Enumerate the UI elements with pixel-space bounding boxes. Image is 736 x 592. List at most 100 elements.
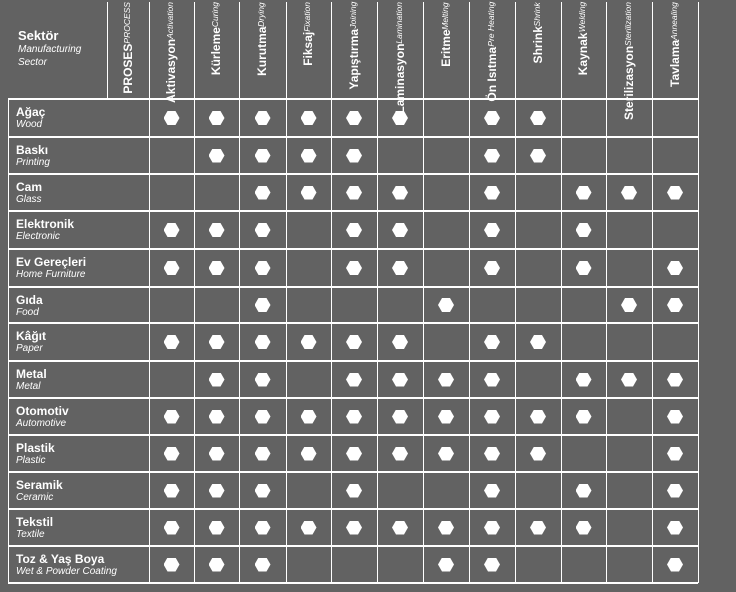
hexagon-icon	[254, 111, 271, 125]
row-header-tr: Ağaç	[16, 105, 46, 119]
grid-vline	[469, 2, 470, 583]
hexagon-icon	[208, 483, 225, 498]
hexagon-icon	[392, 372, 408, 387]
hexagon-icon	[484, 111, 500, 125]
row-header-en: Printing	[16, 157, 50, 168]
column-header-en: Curing	[210, 2, 220, 28]
hexagon-icon	[208, 372, 225, 387]
hexagon-icon	[346, 520, 362, 535]
row-header: Gıda Food	[16, 293, 43, 319]
hexagon-icon	[254, 520, 271, 535]
grid-hline	[8, 434, 698, 436]
hexagon-icon	[667, 483, 683, 498]
hexagon-icon	[484, 372, 500, 387]
hexagon-icon	[254, 372, 271, 387]
row-header-tr: Otomotiv	[16, 404, 69, 418]
hexagon-icon	[484, 483, 500, 498]
row-header-tr: Plastik	[16, 441, 55, 455]
hexagon-icon	[208, 520, 225, 535]
grid-vline	[194, 2, 195, 583]
hexagon-icon	[392, 446, 408, 461]
row-header-tr: Elektronik	[16, 217, 75, 231]
column-header-tr: Kaynak	[576, 32, 590, 76]
row-header: Otomotiv Automotive	[16, 404, 69, 430]
hexagon-icon	[484, 223, 500, 237]
hexagon-icon	[575, 409, 592, 424]
hexagon-icon	[484, 557, 500, 572]
row-header: Tekstil Textile	[16, 515, 53, 541]
row-header-tr: Metal	[16, 367, 47, 381]
hexagon-icon	[484, 335, 500, 349]
column-header-tr: Ön Isıtma	[484, 46, 499, 102]
hexagon-icon	[346, 261, 362, 275]
column-header-tr: Kurutma	[255, 26, 269, 76]
hexagon-icon	[484, 446, 500, 461]
grid-hline	[8, 173, 698, 175]
hexagon-icon	[163, 335, 180, 349]
hexagon-icon	[392, 261, 408, 275]
hexagon-icon	[621, 372, 637, 387]
row-header-en: Wood	[16, 119, 43, 130]
hexagon-icon	[667, 185, 683, 200]
row-header-en: Metal	[16, 381, 41, 392]
hexagon-icon	[254, 298, 271, 312]
column-header: Sterilizasyon Sterilization	[606, 2, 652, 120]
row-header: Baskı Printing	[16, 143, 50, 169]
row-header-tr: Cam	[16, 180, 43, 194]
hexagon-icon	[575, 223, 592, 237]
grid-vline	[377, 2, 378, 583]
row-header: Ev Gereçleri Home Furniture	[16, 255, 86, 281]
column-header-en: Melting	[439, 2, 450, 30]
hexagon-icon	[392, 520, 408, 535]
grid-hline	[8, 98, 698, 100]
hexagon-icon	[208, 409, 225, 424]
hexagon-icon	[575, 483, 592, 498]
hexagon-icon	[208, 335, 225, 349]
hexagon-icon	[254, 409, 271, 424]
column-header: Yapıştırma Joining	[331, 2, 377, 96]
row-header-en: Electronic	[16, 231, 60, 242]
hexagon-icon	[346, 483, 362, 498]
hexagon-icon	[346, 372, 362, 387]
column-header-tr: Shrink	[530, 26, 545, 64]
row-header-en: Wet & Powder Coating	[16, 566, 117, 577]
row-header: Cam Glass	[16, 180, 42, 206]
row-header: Elektronik Electronic	[16, 217, 74, 243]
hexagon-icon	[300, 409, 317, 424]
row-header: Seramik Ceramic	[16, 478, 63, 504]
hexagon-icon	[438, 520, 454, 535]
hexagon-icon	[346, 185, 362, 200]
row-header: Toz & Yaş Boya Wet & Powder Coating	[16, 552, 117, 578]
process-header-sub: PROCESS	[121, 2, 132, 44]
hexagon-icon	[254, 148, 271, 163]
hexagon-icon	[484, 185, 500, 200]
hexagon-icon	[300, 185, 317, 200]
hexagon-icon	[254, 335, 271, 349]
grid-hline	[8, 210, 698, 212]
hexagon-icon	[163, 483, 180, 498]
column-header-tr: Yapıştırma	[346, 28, 361, 90]
row-header-en: Automotive	[16, 418, 67, 429]
grid-hline	[8, 545, 698, 547]
column-header-tr: Eritme	[438, 29, 453, 67]
hexagon-icon	[575, 261, 592, 275]
column-header: Tavlama Annealing	[652, 2, 698, 96]
hexagon-icon	[208, 261, 225, 275]
grid-hline	[8, 136, 698, 138]
row-header-tr: Baskı	[16, 143, 49, 157]
column-header: Fiksaj Fixation	[286, 2, 331, 96]
hexagon-icon	[392, 335, 408, 349]
row-header-tr: Ev Gereçleri	[16, 255, 87, 269]
grid-hline	[8, 397, 698, 399]
hexagon-icon	[346, 409, 362, 424]
hexagon-icon	[484, 261, 500, 275]
hexagon-icon	[392, 185, 408, 200]
row-header-en: Ceramic	[16, 492, 54, 503]
grid-hline	[8, 248, 698, 250]
hexagon-icon	[254, 223, 271, 237]
hexagon-icon	[530, 520, 546, 535]
grid-hline	[8, 471, 698, 473]
column-header: Laminasyon Lamination	[377, 2, 423, 114]
sector-header-sub-1: Manufacturing	[18, 44, 82, 55]
hexagon-icon	[208, 148, 225, 163]
